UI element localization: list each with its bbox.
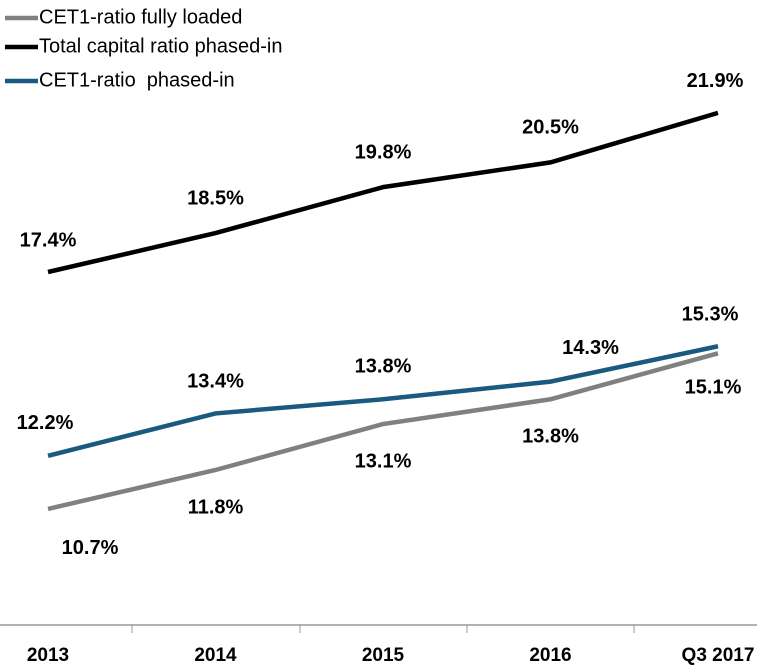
series-line — [47, 351, 719, 512]
series-line — [47, 344, 719, 459]
legend-label: Total capital ratio phased-in — [39, 35, 282, 57]
x-tick-label: 2015 — [362, 645, 405, 666]
data-label: 13.1% — [355, 450, 412, 472]
data-label: 21.9% — [687, 70, 744, 92]
legend-label: CET1-ratio fully loaded — [39, 6, 242, 28]
data-label: 15.3% — [682, 304, 739, 326]
data-label: 20.5% — [522, 117, 579, 139]
data-label: 13.8% — [355, 356, 412, 378]
x-tick-label: 2014 — [194, 645, 237, 666]
data-label: 19.8% — [355, 141, 412, 163]
series-line — [47, 110, 719, 275]
data-label: 14.3% — [562, 337, 619, 359]
data-label: 10.7% — [62, 537, 119, 559]
x-tick-label: 2016 — [529, 645, 571, 666]
data-label: 18.5% — [187, 187, 244, 209]
data-label: 13.8% — [522, 426, 579, 448]
data-label: 12.2% — [17, 412, 74, 434]
data-label: 15.1% — [685, 377, 742, 399]
data-label: 11.8% — [188, 496, 244, 518]
data-label: 13.4% — [187, 371, 244, 393]
x-tick-label: 2013 — [27, 645, 69, 666]
data-label: 17.4% — [20, 229, 77, 251]
x-tick-label: Q3 2017 — [682, 645, 755, 666]
legend-label: CET1-ratio phased-in — [39, 69, 235, 91]
